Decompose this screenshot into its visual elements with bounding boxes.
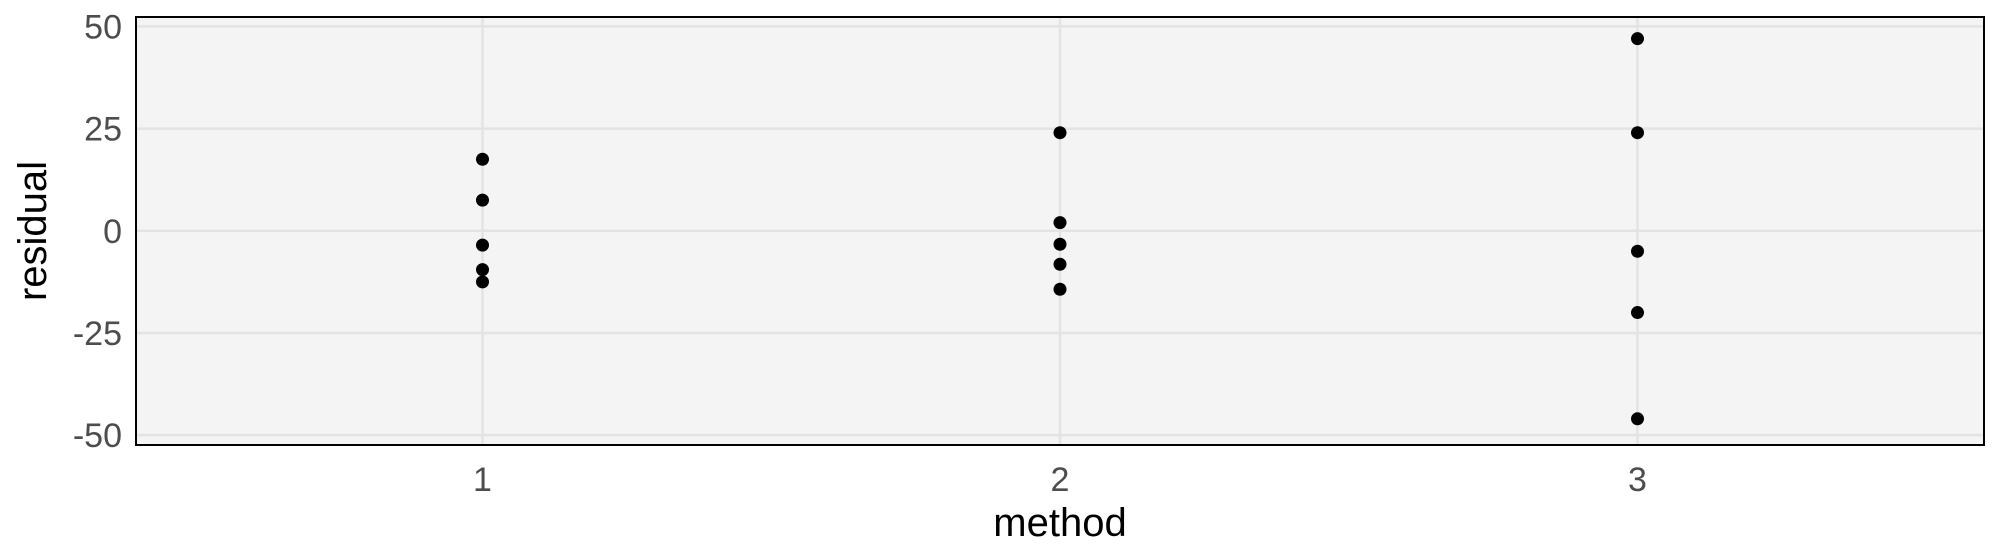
data-point	[1053, 126, 1067, 140]
x-tick-label: 3	[1628, 461, 1647, 499]
data-point	[476, 152, 489, 166]
data-point	[1053, 237, 1067, 251]
data-points	[476, 32, 1644, 426]
y-tick-label: 25	[84, 111, 122, 149]
data-point	[476, 275, 489, 289]
data-point	[1631, 412, 1644, 426]
data-point	[1631, 244, 1644, 258]
y-axis-ticks: 50 25 0 -25 -50	[73, 8, 122, 455]
data-point	[476, 193, 489, 207]
data-point	[1631, 306, 1644, 320]
x-axis-ticks: 1 2 3	[473, 461, 1647, 499]
data-point	[1631, 126, 1644, 140]
y-axis-title: residual	[11, 161, 55, 301]
x-tick-label: 2	[1051, 461, 1070, 499]
data-point	[476, 238, 489, 252]
x-tick-label: 1	[473, 461, 492, 499]
y-tick-label: -25	[73, 315, 122, 353]
y-tick-label: -50	[73, 417, 122, 455]
x-axis-title: method	[993, 501, 1126, 545]
y-tick-label: 50	[84, 8, 122, 46]
data-point	[1631, 32, 1644, 46]
plot-border	[135, 16, 1985, 446]
data-point	[476, 263, 489, 277]
data-point	[1053, 282, 1067, 296]
y-tick-label: 0	[103, 213, 122, 251]
data-point	[1053, 216, 1067, 230]
data-point	[1053, 257, 1067, 271]
